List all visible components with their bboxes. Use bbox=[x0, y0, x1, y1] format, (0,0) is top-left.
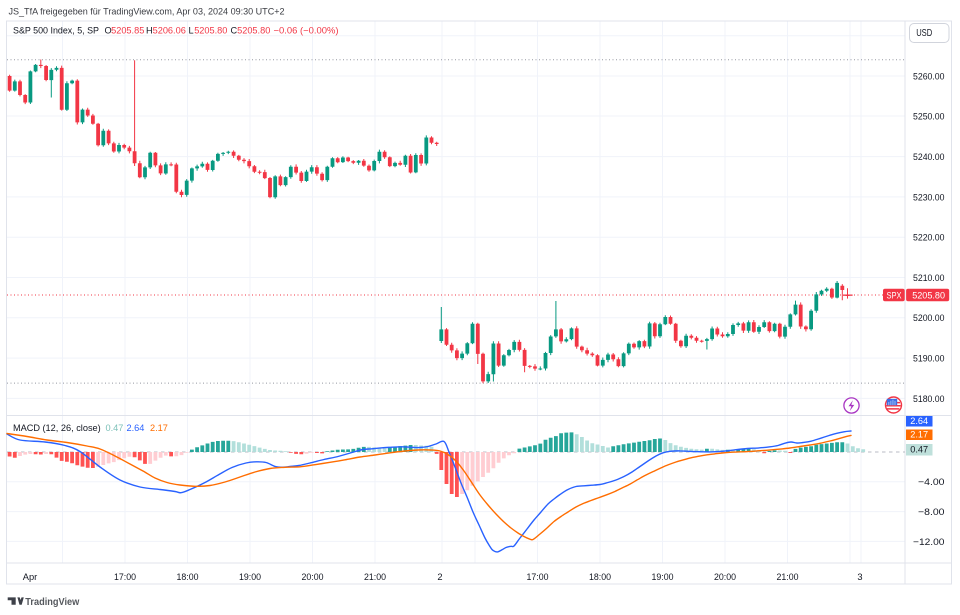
svg-text:5230.00: 5230.00 bbox=[913, 192, 945, 203]
svg-text:2.64: 2.64 bbox=[127, 423, 145, 433]
svg-text:5240.00: 5240.00 bbox=[913, 152, 945, 163]
svg-text:19:00: 19:00 bbox=[652, 572, 674, 582]
svg-text:2.17: 2.17 bbox=[910, 430, 928, 440]
svg-text:5200.00: 5200.00 bbox=[913, 313, 945, 324]
svg-text:2.17: 2.17 bbox=[150, 423, 168, 433]
svg-text:5210.00: 5210.00 bbox=[913, 273, 945, 284]
svg-text:5205.80: 5205.80 bbox=[912, 289, 945, 300]
svg-text:−4.00: −4.00 bbox=[918, 477, 945, 488]
svg-text:O: O bbox=[105, 25, 112, 35]
svg-text:21:00: 21:00 bbox=[777, 572, 799, 582]
svg-text:0.47: 0.47 bbox=[910, 445, 928, 455]
svg-text:MACD: MACD bbox=[13, 423, 40, 433]
svg-text:5205.80: 5205.80 bbox=[237, 25, 270, 35]
svg-text:H: H bbox=[146, 25, 153, 35]
svg-text:5205.85: 5205.85 bbox=[111, 25, 144, 35]
svg-text:18:00: 18:00 bbox=[589, 572, 611, 582]
svg-text:5206.06: 5206.06 bbox=[153, 25, 186, 35]
svg-text:TradingView: TradingView bbox=[25, 597, 79, 608]
svg-text:20:00: 20:00 bbox=[714, 572, 736, 582]
svg-text:21:00: 21:00 bbox=[364, 572, 386, 582]
svg-text:C: C bbox=[231, 25, 238, 35]
svg-text:20:00: 20:00 bbox=[302, 572, 324, 582]
svg-text:5260.00: 5260.00 bbox=[913, 71, 945, 82]
svg-text:17:00: 17:00 bbox=[527, 572, 549, 582]
svg-text:2.64: 2.64 bbox=[910, 416, 928, 426]
svg-text:USD: USD bbox=[916, 28, 932, 39]
svg-text:18:00: 18:00 bbox=[177, 572, 199, 582]
svg-text:5250.00: 5250.00 bbox=[913, 111, 945, 122]
svg-text:−8.00: −8.00 bbox=[918, 507, 945, 518]
svg-text:5205.80: 5205.80 bbox=[194, 25, 227, 35]
svg-text:(12, 26, close): (12, 26, close) bbox=[43, 423, 101, 433]
svg-text:L: L bbox=[189, 25, 194, 35]
svg-text:2: 2 bbox=[437, 572, 442, 582]
svg-text:Apr: Apr bbox=[23, 572, 38, 582]
svg-text:−12.00: −12.00 bbox=[913, 537, 945, 548]
svg-text:5220.00: 5220.00 bbox=[913, 233, 945, 244]
svg-text:−0.06 (−0.00%): −0.06 (−0.00%) bbox=[274, 25, 339, 35]
svg-text:0.47: 0.47 bbox=[106, 423, 124, 433]
svg-text:3: 3 bbox=[857, 572, 862, 582]
svg-text:S&P 500 Index, 5, SP: S&P 500 Index, 5, SP bbox=[13, 25, 99, 35]
svg-text:19:00: 19:00 bbox=[239, 572, 261, 582]
svg-text:17:00: 17:00 bbox=[114, 572, 136, 582]
svg-text:5190.00: 5190.00 bbox=[913, 354, 945, 365]
svg-text:JS_TfA freigegeben für Trading: JS_TfA freigegeben für TradingView.com, … bbox=[9, 6, 285, 17]
svg-text:5180.00: 5180.00 bbox=[913, 394, 945, 405]
svg-text:SPX: SPX bbox=[887, 289, 903, 300]
